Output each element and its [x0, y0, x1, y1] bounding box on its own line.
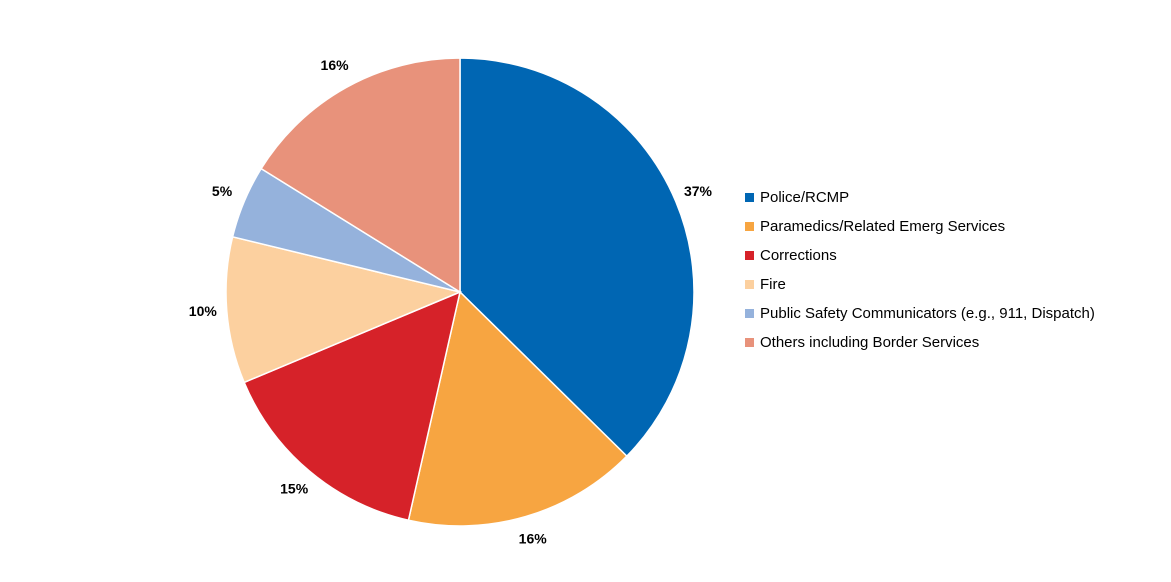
legend-label-0: Police/RCMP: [760, 189, 850, 206]
legend-label-1: Paramedics/Related Emerg Services: [760, 218, 1006, 235]
legend-label-4: Public Safety Communicators (e.g., 911, …: [760, 305, 1095, 322]
pie-slice-3: [225, 235, 463, 384]
data-label-5: 16%: [321, 57, 350, 73]
legend-item-4: Public Safety Communicators (e.g., 911, …: [745, 299, 1165, 328]
pie-slice-1: [407, 290, 628, 527]
legend-item-0: Police/RCMP: [745, 183, 1165, 212]
legend-swatch-4: [745, 309, 754, 318]
chart-legend: Police/RCMP Paramedics/Related Emerg Serv…: [745, 183, 1165, 357]
data-label-1: 16%: [519, 530, 548, 546]
data-label-0: 37%: [684, 183, 713, 199]
data-label-3: 10%: [189, 303, 218, 319]
pie-slice-2: [243, 290, 462, 522]
pie-slices: [225, 57, 695, 527]
legend-swatch-5: [745, 338, 754, 347]
pie-data-labels: 37% 16% 15% 10% 5% 16%: [189, 57, 713, 546]
legend-item-3: Fire: [745, 270, 1165, 299]
pie-slice-0: [459, 57, 695, 458]
legend-swatch-0: [745, 193, 754, 202]
legend-item-2: Corrections: [745, 241, 1165, 270]
legend-label-5: Others including Border Services: [760, 334, 980, 351]
pie-slice-5: [260, 57, 461, 294]
legend-item-1: Paramedics/Related Emerg Services: [745, 212, 1165, 241]
legend-label-3: Fire: [760, 276, 786, 293]
data-label-2: 15%: [280, 480, 309, 496]
legend-swatch-2: [745, 251, 754, 260]
legend-swatch-3: [745, 280, 754, 289]
legend-swatch-1: [745, 222, 754, 231]
legend-item-5: Others including Border Services: [745, 328, 1165, 357]
data-label-4: 5%: [212, 183, 233, 199]
legend-label-2: Corrections: [760, 247, 837, 264]
